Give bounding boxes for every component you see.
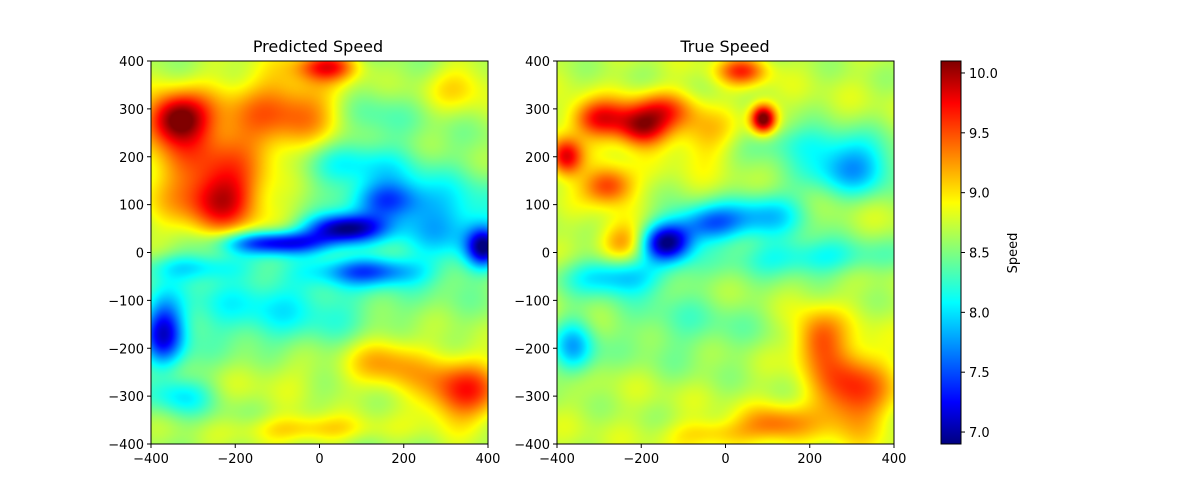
x-tick-label-predicted: 0 xyxy=(315,452,323,467)
colorbar-tick-label: 9.0 xyxy=(969,187,990,202)
y-tick-label-predicted: 300 xyxy=(119,103,144,118)
y-tick-label-predicted: −200 xyxy=(108,342,144,357)
x-tick-label-true: 0 xyxy=(721,452,729,467)
colorbar-tick-label: 8.5 xyxy=(969,247,990,262)
y-tick-label-predicted: −100 xyxy=(108,294,144,309)
x-tick-label-predicted: 400 xyxy=(476,452,501,467)
y-tick-label-true: −300 xyxy=(514,390,550,405)
colorbar-tick-label: 8.0 xyxy=(969,306,990,321)
colorbar-tick-label: 9.5 xyxy=(969,127,990,142)
colorbar-label: Speed xyxy=(1006,233,1021,274)
x-tick-label-true: 200 xyxy=(797,452,822,467)
y-tick-label-true: 200 xyxy=(525,151,550,166)
x-tick-label-predicted: −400 xyxy=(133,452,169,467)
y-tick-label-true: 400 xyxy=(525,55,550,70)
panel-predicted: Predicted Speed −400 −200 0 200 400−400−300−… xyxy=(108,37,500,467)
x-tick-label-true: −200 xyxy=(623,452,659,467)
y-tick-label-predicted: 200 xyxy=(119,151,144,166)
y-tick-label-true: −400 xyxy=(514,438,550,453)
x-tick-label-predicted: 200 xyxy=(391,452,416,467)
x-tick-label-predicted: −200 xyxy=(217,452,253,467)
x-tick-label-true: 400 xyxy=(882,452,907,467)
heatmap-true xyxy=(557,61,894,444)
y-tick-label-predicted: −300 xyxy=(108,390,144,405)
axis-ticks-true: −400 −200 0 200 400 −400 −300 −200 −100 0 100 200 30… xyxy=(514,55,906,467)
y-tick-label-true: 0 xyxy=(542,247,550,262)
y-tick-label-true: 100 xyxy=(525,199,550,214)
y-tick-label-predicted: 100 xyxy=(119,199,144,214)
colorbar-tick-label: 10.0 xyxy=(969,67,998,82)
heatmap-predicted xyxy=(151,61,488,444)
heatmap-predicted-area xyxy=(151,61,488,444)
y-tick-label-predicted: 0 xyxy=(136,247,144,262)
panel-true: True Speed −400 −200 0 200 400 −400 −300 −200 −1… xyxy=(514,37,906,467)
colorbar-gradient xyxy=(940,60,962,445)
colorbar-tick-label: 7.5 xyxy=(969,366,990,381)
y-tick-label-predicted: 400 xyxy=(119,55,144,70)
y-tick-label-true: −100 xyxy=(514,294,550,309)
x-tick-label-true: −400 xyxy=(539,452,575,467)
y-tick-label-true: 300 xyxy=(525,103,550,118)
chart-title-true: True Speed xyxy=(679,37,769,56)
y-tick-label-predicted: −400 xyxy=(108,438,144,453)
heatmap-true-area xyxy=(557,61,894,444)
y-tick-label-true: −200 xyxy=(514,342,550,357)
chart-title-predicted: Predicted Speed xyxy=(253,37,383,56)
colorbar: 7.0 7.5 8.0 8.5 9.0 9.5 10.0 Speed xyxy=(940,60,1021,445)
axis-ticks-predicted: −400 −200 0 200 400 −400 −300 −200 −100 0 100 200 30… xyxy=(108,55,500,467)
colorbar-ticks: 7.0 7.5 8.0 8.5 9.0 9.5 10.0 xyxy=(961,67,998,441)
colorbar-tick-label: 7.0 xyxy=(969,426,990,441)
